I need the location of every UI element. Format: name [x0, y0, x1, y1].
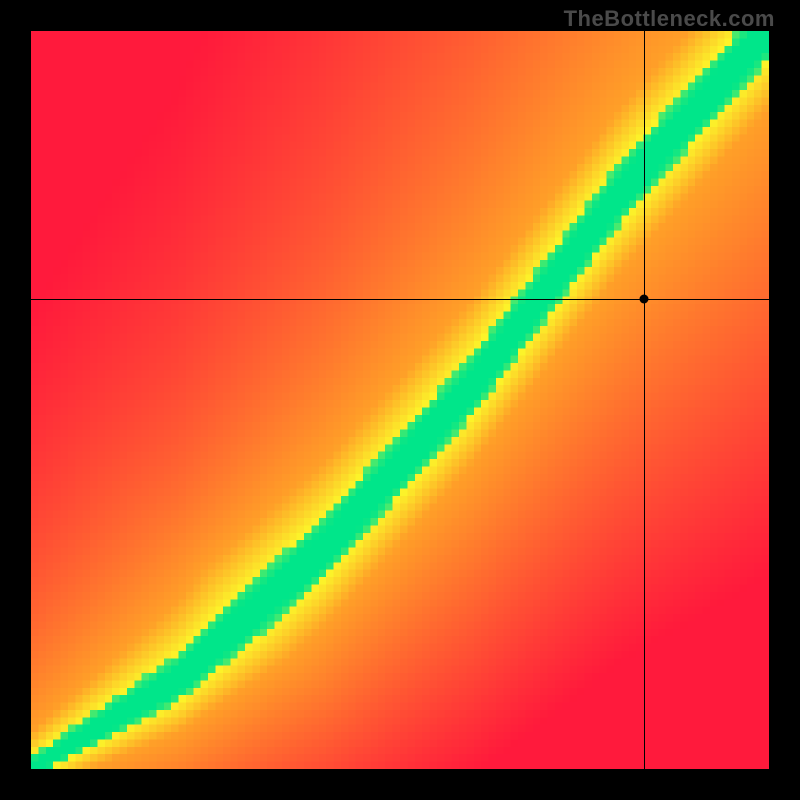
crosshair-marker [639, 294, 648, 303]
chart-container: TheBottleneck.com [0, 0, 800, 800]
crosshair-vertical [644, 31, 645, 769]
crosshair-horizontal [31, 299, 769, 300]
watermark-text: TheBottleneck.com [564, 6, 775, 32]
bottleneck-heatmap [31, 31, 769, 769]
